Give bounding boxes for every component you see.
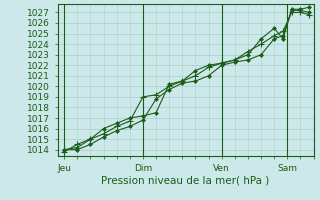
X-axis label: Pression niveau de la mer( hPa ): Pression niveau de la mer( hPa ): [101, 175, 270, 185]
